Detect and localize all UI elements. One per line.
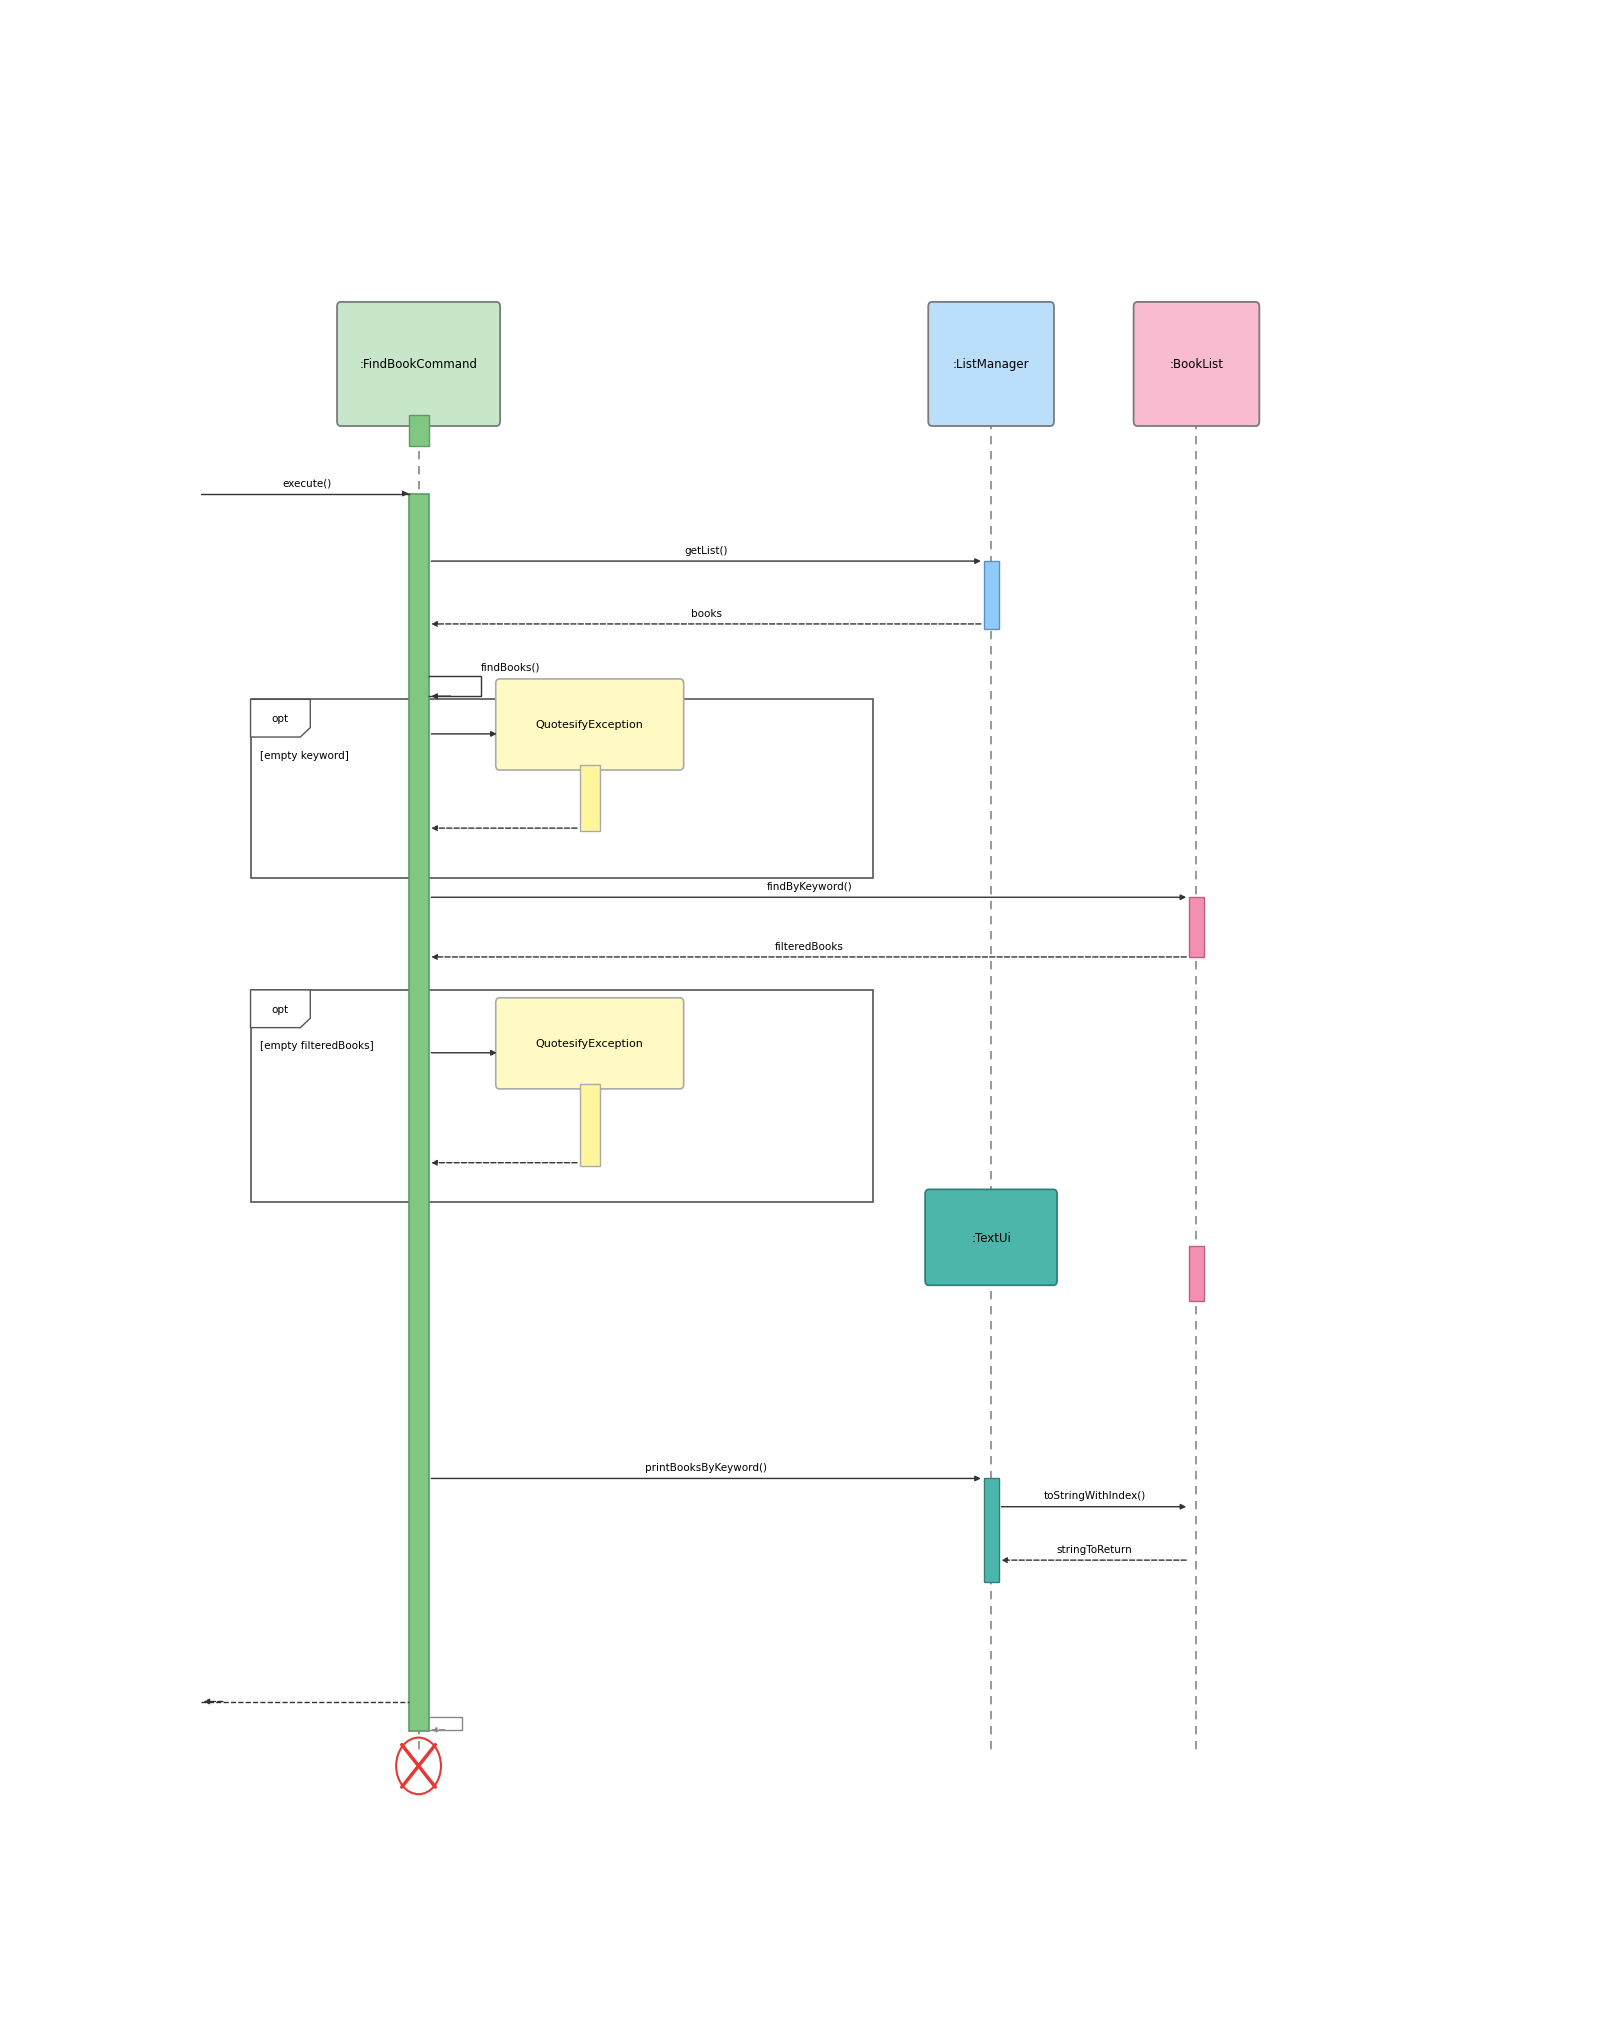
Text: books: books (690, 608, 721, 618)
Bar (982, 563, 998, 630)
Text: [empty filteredBooks]: [empty filteredBooks] (260, 1040, 374, 1050)
Bar (250, 991, 873, 1203)
FancyBboxPatch shape (337, 302, 499, 426)
FancyBboxPatch shape (924, 1191, 1056, 1287)
Text: printBooksByKeyword(): printBooksByKeyword() (645, 1462, 767, 1472)
FancyBboxPatch shape (496, 999, 684, 1089)
Text: [empty keyword]: [empty keyword] (260, 750, 350, 761)
FancyBboxPatch shape (496, 679, 684, 771)
Text: stringToReturn: stringToReturn (1056, 1544, 1132, 1554)
Bar (408, 493, 429, 1731)
Text: :TextUi: :TextUi (971, 1232, 1011, 1244)
Text: opt: opt (271, 714, 289, 724)
Text: filteredBooks: filteredBooks (775, 942, 843, 950)
Bar (408, 416, 429, 447)
Text: :BookList: :BookList (1168, 359, 1223, 371)
Text: opt: opt (271, 1005, 289, 1013)
Text: QuotesifyException: QuotesifyException (536, 1038, 644, 1048)
Bar (579, 1085, 599, 1166)
Bar (1188, 1246, 1204, 1301)
Bar (982, 1478, 998, 1582)
FancyBboxPatch shape (1133, 302, 1258, 426)
Text: QuotesifyException: QuotesifyException (536, 720, 644, 730)
Bar (250, 699, 873, 879)
Polygon shape (250, 699, 310, 738)
Text: toStringWithIndex(): toStringWithIndex() (1043, 1491, 1144, 1501)
Text: :ListManager: :ListManager (952, 359, 1029, 371)
Polygon shape (250, 991, 310, 1028)
Text: findBooks(): findBooks() (480, 663, 539, 671)
Bar (579, 767, 599, 832)
Text: execute(): execute() (282, 477, 331, 487)
Bar (1188, 897, 1204, 958)
Text: getList(): getList() (684, 546, 727, 555)
Text: findByKeyword(): findByKeyword() (766, 881, 852, 891)
FancyBboxPatch shape (928, 302, 1053, 426)
Text: :FindBookCommand: :FindBookCommand (360, 359, 477, 371)
